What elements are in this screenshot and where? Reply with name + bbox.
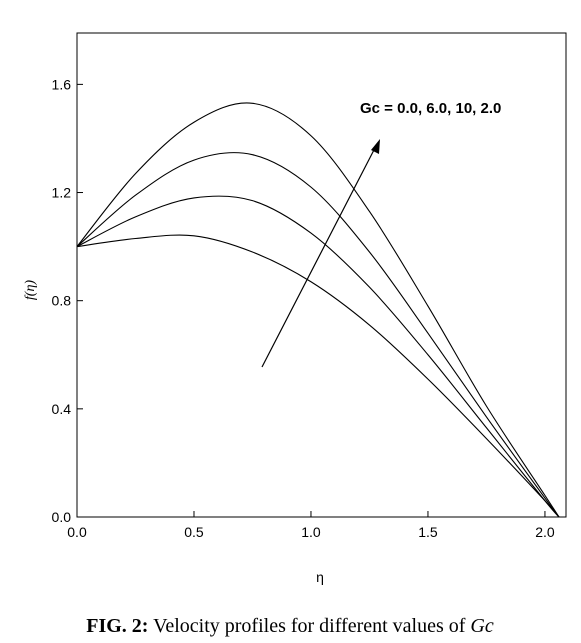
- y-tick-label: 1.2: [52, 185, 72, 201]
- caption-symbol: Gc: [470, 615, 493, 637]
- annotation: Gc = 0.0, 6.0, 10, 2.0: [360, 100, 501, 117]
- y-tick-label: 0.4: [52, 401, 72, 417]
- plot-frame: [76, 32, 567, 518]
- line-series: [76, 234, 560, 518]
- y-tick-label: 0.0: [52, 509, 72, 525]
- x-tick-label: 0.5: [184, 524, 204, 540]
- x-axis-label: η: [316, 569, 324, 585]
- y-tick-label: 1.6: [52, 76, 72, 92]
- y-tick-label: 0.8: [52, 293, 72, 309]
- line-series: [76, 195, 560, 518]
- x-tick-label: 1.0: [301, 524, 321, 540]
- line-series: [76, 102, 560, 518]
- line-series: [76, 152, 560, 518]
- caption-text: Velocity profiles for different values o…: [153, 615, 466, 637]
- x-tick-label: 2.0: [535, 524, 555, 540]
- caption-label: FIG. 2:: [86, 615, 148, 637]
- y-axis-label: f(η): [23, 280, 38, 300]
- caption: FIG. 2: Velocity profiles for different …: [86, 615, 494, 637]
- arrow-line: [261, 145, 377, 368]
- x-tick-label: 0.0: [67, 524, 87, 540]
- arrow-head: [371, 139, 380, 154]
- x-tick-label: 1.5: [418, 524, 438, 540]
